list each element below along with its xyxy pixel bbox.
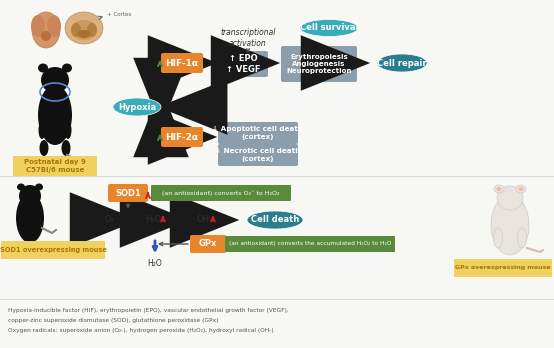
Ellipse shape xyxy=(62,63,72,72)
Ellipse shape xyxy=(32,12,60,48)
Text: SOD1: SOD1 xyxy=(115,189,141,198)
FancyBboxPatch shape xyxy=(218,144,298,166)
Ellipse shape xyxy=(491,195,529,255)
Ellipse shape xyxy=(71,23,81,37)
Text: (an antioxidant) converts the accumulated H₂O₂ to H₂O: (an antioxidant) converts the accumulate… xyxy=(229,242,391,246)
Ellipse shape xyxy=(38,63,48,72)
Ellipse shape xyxy=(35,183,43,190)
Ellipse shape xyxy=(77,30,91,38)
Text: Cell repair: Cell repair xyxy=(377,58,427,68)
Ellipse shape xyxy=(494,228,502,248)
Ellipse shape xyxy=(300,19,358,37)
Text: copper-zinc superoxide dismutase (SOD), glutathione peroxidase (GPx): copper-zinc superoxide dismutase (SOD), … xyxy=(8,318,218,323)
Ellipse shape xyxy=(494,185,504,193)
Text: Hypoxia-inducible factor (HIF), erythropoietin (EPO), vascular endothelial growt: Hypoxia-inducible factor (HIF), erythrop… xyxy=(8,308,289,313)
Text: Postnatal day 9
C57Bl/6 mouse: Postnatal day 9 C57Bl/6 mouse xyxy=(24,159,86,173)
Ellipse shape xyxy=(31,15,45,37)
Ellipse shape xyxy=(47,15,61,37)
Text: (an antioxidant) converts O₂⁻ to H₂O₂: (an antioxidant) converts O₂⁻ to H₂O₂ xyxy=(162,190,280,196)
Ellipse shape xyxy=(247,211,303,229)
Text: ↑ EPO
↑ VEGF: ↑ EPO ↑ VEGF xyxy=(225,54,260,74)
Ellipse shape xyxy=(497,186,523,210)
Text: Oxygen radicals: superoxide anion (O₂-), hydrogen peroxide (H₂O₂), hydroxyl radi: Oxygen radicals: superoxide anion (O₂-),… xyxy=(8,328,274,333)
FancyBboxPatch shape xyxy=(190,235,226,253)
Ellipse shape xyxy=(38,121,45,139)
FancyBboxPatch shape xyxy=(281,46,357,82)
Ellipse shape xyxy=(16,193,44,243)
FancyBboxPatch shape xyxy=(1,241,105,259)
Text: Hypoxia: Hypoxia xyxy=(118,103,156,111)
Ellipse shape xyxy=(71,20,97,40)
Text: transcriptional
activation: transcriptional activation xyxy=(220,28,276,48)
Text: HIF-1α: HIF-1α xyxy=(166,58,198,68)
FancyBboxPatch shape xyxy=(218,122,298,144)
Text: O₂⁻: O₂⁻ xyxy=(105,215,119,224)
Text: SOD1 overexpressing mouse: SOD1 overexpressing mouse xyxy=(0,247,106,253)
Text: GPx: GPx xyxy=(199,239,217,248)
FancyBboxPatch shape xyxy=(161,127,203,147)
Ellipse shape xyxy=(113,98,161,116)
Text: + Cortex: + Cortex xyxy=(107,13,131,17)
Ellipse shape xyxy=(87,23,97,37)
Ellipse shape xyxy=(61,140,70,156)
FancyBboxPatch shape xyxy=(151,185,291,201)
Ellipse shape xyxy=(519,187,524,191)
Text: H₂O: H₂O xyxy=(147,260,162,269)
FancyBboxPatch shape xyxy=(161,53,203,73)
Text: H₂O₂: H₂O₂ xyxy=(145,215,165,224)
Ellipse shape xyxy=(517,228,526,248)
FancyBboxPatch shape xyxy=(454,259,552,277)
Text: OH⁻: OH⁻ xyxy=(196,215,214,224)
Ellipse shape xyxy=(516,185,526,193)
Text: ↓ Necrotic cell death
(cortex): ↓ Necrotic cell death (cortex) xyxy=(216,148,301,162)
Ellipse shape xyxy=(39,140,49,156)
Text: Cell death: Cell death xyxy=(251,215,299,224)
FancyBboxPatch shape xyxy=(108,184,148,202)
FancyBboxPatch shape xyxy=(225,236,395,252)
Ellipse shape xyxy=(496,187,501,191)
Ellipse shape xyxy=(38,85,72,145)
FancyBboxPatch shape xyxy=(218,51,268,77)
FancyBboxPatch shape xyxy=(13,156,97,176)
Ellipse shape xyxy=(41,31,51,41)
Text: HIF-2α: HIF-2α xyxy=(166,133,198,142)
Text: ↓ Apoptotic cell death
(cortex): ↓ Apoptotic cell death (cortex) xyxy=(212,126,304,140)
Ellipse shape xyxy=(17,183,25,190)
Ellipse shape xyxy=(19,185,41,207)
Text: GPx overexpressing mouse: GPx overexpressing mouse xyxy=(455,266,551,270)
Ellipse shape xyxy=(41,67,69,93)
Ellipse shape xyxy=(64,121,71,139)
Ellipse shape xyxy=(65,12,103,44)
Text: Erythropoiesis
Angiogenesis
Neuroprotection: Erythropoiesis Angiogenesis Neuroprotect… xyxy=(286,54,352,74)
Text: Cell survival: Cell survival xyxy=(300,24,358,32)
Ellipse shape xyxy=(377,54,427,72)
